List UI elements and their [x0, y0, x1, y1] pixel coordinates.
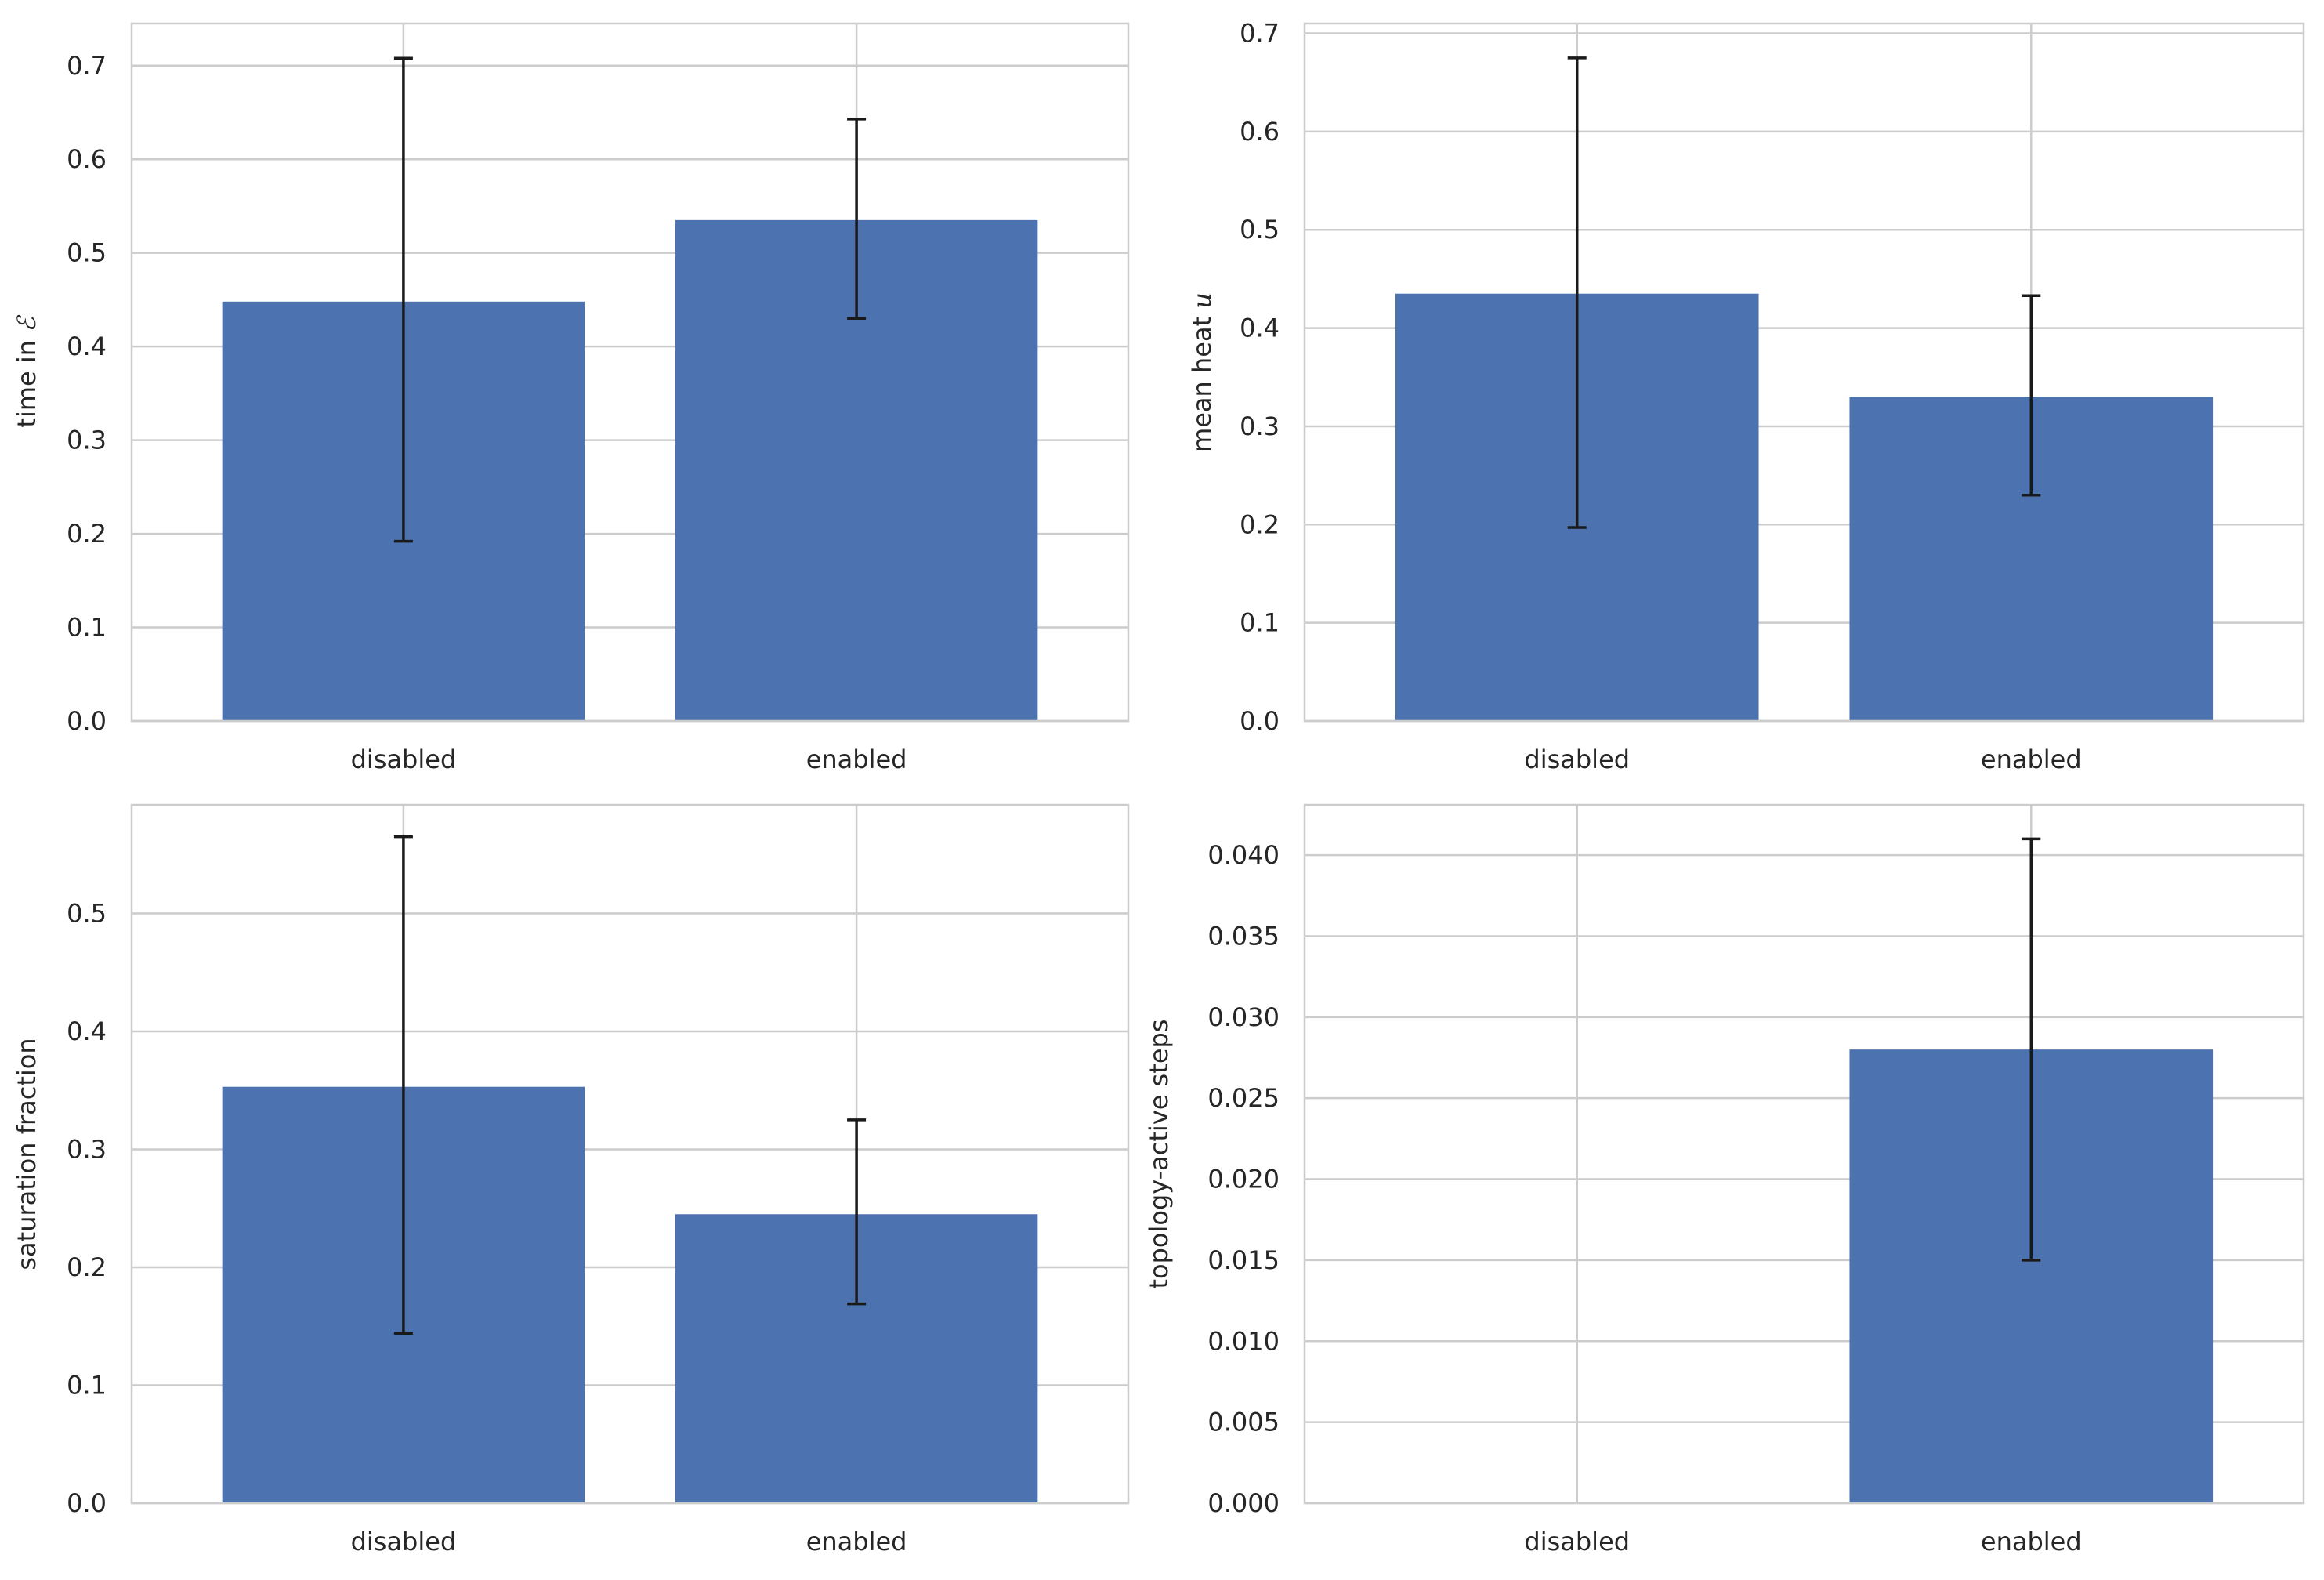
y-tick-label: 0.015 — [1207, 1245, 1280, 1275]
y-tick-label: 0.4 — [1240, 313, 1280, 343]
y-tick-label: 0.035 — [1207, 921, 1280, 951]
y-tick-label: 0.010 — [1207, 1326, 1280, 1356]
y-tick-label: 0.5 — [67, 238, 107, 268]
y-tick-label: 0.020 — [1207, 1165, 1280, 1194]
y-tick-label: 0.040 — [1207, 840, 1280, 870]
y-tick-label: 0.0 — [1240, 706, 1280, 736]
y-axis-label: saturation fraction — [12, 1038, 42, 1270]
y-tick-label: 0.025 — [1207, 1083, 1280, 1113]
y-tick-label: 0.1 — [1240, 608, 1280, 638]
y-tick-label: 0.6 — [67, 144, 107, 174]
axes-frame — [130, 22, 1130, 723]
x-tick-label: disabled — [1524, 745, 1630, 774]
y-axis-label-text: mean heat — [1187, 309, 1217, 452]
error-bar-disabled — [1567, 56, 1587, 529]
error-bar-disabled — [393, 835, 413, 1335]
y-axis-label-text: saturation fraction — [12, 1038, 42, 1270]
y-tick-label: 0.0 — [67, 706, 107, 736]
y-tick-label: 0.1 — [67, 1370, 107, 1400]
y-axis-label: time in ℰ — [12, 314, 42, 428]
y-tick-label: 0.5 — [1240, 215, 1280, 245]
error-bar-enabled — [2022, 837, 2041, 1262]
y-tick-label: 0.7 — [1240, 19, 1280, 49]
y-axis-label: topology-active steps — [1144, 1019, 1174, 1288]
y-tick-label: 0.3 — [67, 426, 107, 455]
y-tick-label: 0.3 — [67, 1134, 107, 1164]
panel-mean-heat: 0.0 0.1 0.2 0.3 0.4 0.5 0.6 0.7 disabled enabled m… — [1187, 19, 2305, 774]
x-tick-label: enabled — [1981, 745, 2082, 774]
y-tick-label: 0.3 — [1240, 411, 1280, 441]
x-tick-label: enabled — [806, 1527, 907, 1556]
y-tick-label: 0.2 — [67, 519, 107, 549]
y-tick-label: 0.000 — [1207, 1488, 1280, 1518]
y-tick-label: 0.2 — [67, 1252, 107, 1282]
y-tick-label: 0.4 — [67, 332, 107, 361]
x-tick-label: disabled — [351, 745, 457, 774]
panel-saturation-fraction: 0.0 0.1 0.2 0.3 0.4 0.5 disabled enabled saturat… — [12, 803, 1130, 1556]
panel-time-in-e: 0.0 0.1 0.2 0.3 0.4 0.5 0.6 0.7 disabled enabled t… — [12, 22, 1130, 774]
y-axis-label-symbol: ℰ — [12, 314, 42, 332]
axes-frame — [1303, 803, 2305, 1505]
x-tick-label: disabled — [1524, 1527, 1630, 1556]
y-tick-label: 0.005 — [1207, 1408, 1280, 1437]
axes-frame — [1303, 22, 2305, 723]
y-axis-label-text: time in — [12, 332, 42, 428]
y-tick-label: 0.030 — [1207, 1002, 1280, 1032]
y-tick-label: 0.5 — [67, 898, 107, 928]
y-tick-label: 0.4 — [67, 1016, 107, 1046]
y-axis-label-symbol: u — [1187, 292, 1217, 309]
x-tick-label: enabled — [1981, 1527, 2082, 1556]
y-tick-label: 0.2 — [1240, 509, 1280, 539]
error-bar-enabled — [847, 1118, 867, 1306]
error-bar-enabled — [2022, 294, 2041, 497]
y-tick-label: 0.6 — [1240, 117, 1280, 147]
axes-frame — [130, 803, 1130, 1505]
y-tick-label: 0.1 — [67, 613, 107, 643]
error-bar-disabled — [393, 56, 413, 543]
x-tick-label: enabled — [806, 745, 907, 774]
error-bar-enabled — [847, 118, 867, 321]
y-tick-label: 0.7 — [67, 51, 107, 81]
y-axis-label-text: topology-active steps — [1144, 1019, 1174, 1288]
y-axis-label: mean heat u — [1187, 292, 1217, 452]
x-tick-label: disabled — [351, 1527, 457, 1556]
y-tick-label: 0.0 — [67, 1488, 107, 1518]
panel-topology-active-steps: 0.000 0.005 0.010 0.015 0.020 0.025 0.030 0.035… — [1144, 803, 2305, 1556]
